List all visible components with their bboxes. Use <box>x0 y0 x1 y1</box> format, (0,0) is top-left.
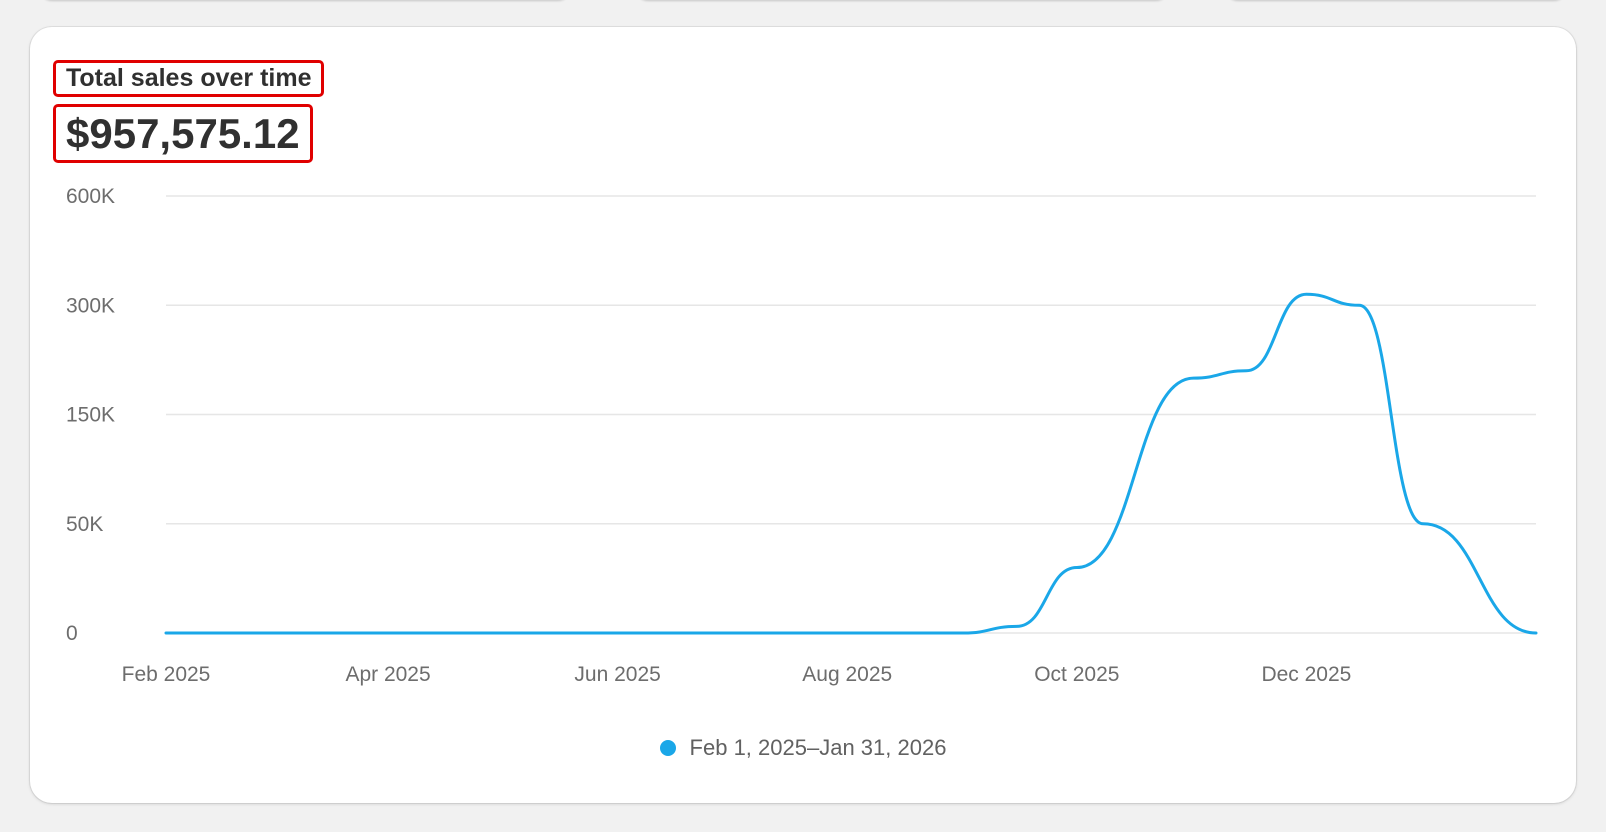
x-tick-label: Jun 2025 <box>574 663 660 686</box>
y-tick-label: 150K <box>66 404 115 427</box>
y-tick-label: 0 <box>66 622 78 645</box>
y-tick-label: 600K <box>66 185 115 208</box>
x-tick-label: Dec 2025 <box>1261 663 1351 686</box>
grid-lines <box>166 195 1536 634</box>
series-line[interactable] <box>164 292 1538 635</box>
y-tick-label: 50K <box>66 513 103 536</box>
legend-label: Feb 1, 2025–Jan 31, 2026 <box>689 735 947 760</box>
x-tick-label: Aug 2025 <box>802 663 892 686</box>
y-axis-ticks: 0 50K 150K 300K 600K <box>66 185 115 645</box>
x-tick-label: Apr 2025 <box>345 663 430 686</box>
x-axis-ticks: Feb 2025 Apr 2025 Jun 2025 Aug 2025 Oct 2025… <box>122 663 1352 686</box>
total-sales-value: $957,575.12 <box>53 104 313 163</box>
x-tick-label: Feb 2025 <box>122 663 211 686</box>
x-tick-label: Oct 2025 <box>1034 663 1119 686</box>
chart-title: Total sales over time <box>53 60 325 97</box>
legend-dot-icon <box>659 740 676 756</box>
y-tick-label: 300K <box>66 294 115 317</box>
chart-legend[interactable]: Feb 1, 2025–Jan 31, 2026 <box>0 735 1606 761</box>
